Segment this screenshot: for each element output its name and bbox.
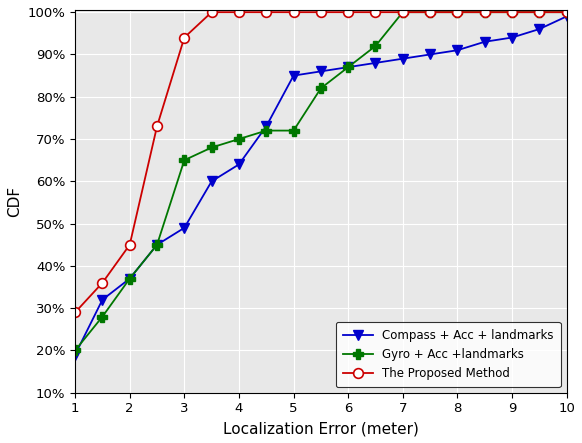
Compass + Acc + landmarks — [454, 47, 461, 53]
Gyro + Acc +landmarks — [509, 9, 516, 15]
The Proposed Method — [181, 35, 188, 40]
The Proposed Method — [317, 9, 324, 15]
The Proposed Method — [399, 9, 406, 15]
The Proposed Method — [509, 9, 516, 15]
Line: Gyro + Acc +landmarks: Gyro + Acc +landmarks — [70, 8, 572, 355]
Gyro + Acc +landmarks — [481, 9, 488, 15]
Gyro + Acc +landmarks — [72, 348, 79, 353]
Compass + Acc + landmarks — [126, 276, 133, 281]
Gyro + Acc +landmarks — [126, 276, 133, 281]
Compass + Acc + landmarks — [372, 60, 379, 66]
The Proposed Method — [262, 9, 269, 15]
The Proposed Method — [99, 280, 106, 285]
Line: Compass + Acc + landmarks: Compass + Acc + landmarks — [70, 12, 572, 360]
Gyro + Acc +landmarks — [427, 9, 434, 15]
Gyro + Acc +landmarks — [536, 9, 543, 15]
Compass + Acc + landmarks — [536, 27, 543, 32]
Compass + Acc + landmarks — [72, 352, 79, 358]
Compass + Acc + landmarks — [262, 124, 269, 129]
Compass + Acc + landmarks — [345, 65, 352, 70]
X-axis label: Localization Error (meter): Localization Error (meter) — [223, 421, 419, 436]
The Proposed Method — [454, 9, 461, 15]
The Proposed Method — [236, 9, 243, 15]
Compass + Acc + landmarks — [99, 297, 106, 303]
Gyro + Acc +landmarks — [563, 9, 570, 15]
Gyro + Acc +landmarks — [236, 136, 243, 142]
Compass + Acc + landmarks — [181, 225, 188, 230]
Y-axis label: CDF: CDF — [7, 186, 22, 217]
Gyro + Acc +landmarks — [262, 128, 269, 133]
The Proposed Method — [290, 9, 297, 15]
Compass + Acc + landmarks — [481, 39, 488, 44]
The Proposed Method — [345, 9, 352, 15]
Gyro + Acc +landmarks — [317, 85, 324, 91]
Compass + Acc + landmarks — [509, 35, 516, 40]
Gyro + Acc +landmarks — [208, 145, 215, 150]
The Proposed Method — [72, 310, 79, 315]
Legend: Compass + Acc + landmarks, Gyro + Acc +landmarks, The Proposed Method: Compass + Acc + landmarks, Gyro + Acc +l… — [336, 322, 560, 387]
Gyro + Acc +landmarks — [454, 9, 461, 15]
The Proposed Method — [481, 9, 488, 15]
Gyro + Acc +landmarks — [399, 9, 406, 15]
Gyro + Acc +landmarks — [181, 158, 188, 163]
Compass + Acc + landmarks — [154, 242, 161, 248]
Gyro + Acc +landmarks — [372, 43, 379, 49]
The Proposed Method — [208, 9, 215, 15]
Gyro + Acc +landmarks — [290, 128, 297, 133]
The Proposed Method — [427, 9, 434, 15]
Compass + Acc + landmarks — [208, 179, 215, 184]
The Proposed Method — [126, 242, 133, 248]
The Proposed Method — [536, 9, 543, 15]
Compass + Acc + landmarks — [399, 56, 406, 61]
Compass + Acc + landmarks — [427, 52, 434, 57]
Compass + Acc + landmarks — [290, 73, 297, 78]
Gyro + Acc +landmarks — [345, 65, 352, 70]
Line: The Proposed Method: The Proposed Method — [70, 8, 572, 317]
Compass + Acc + landmarks — [317, 69, 324, 74]
Compass + Acc + landmarks — [563, 14, 570, 19]
Gyro + Acc +landmarks — [99, 314, 106, 319]
The Proposed Method — [154, 124, 161, 129]
Compass + Acc + landmarks — [236, 162, 243, 167]
Gyro + Acc +landmarks — [154, 242, 161, 248]
The Proposed Method — [563, 9, 570, 15]
The Proposed Method — [372, 9, 379, 15]
